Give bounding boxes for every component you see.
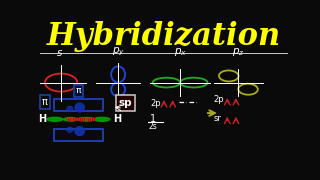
Ellipse shape: [67, 106, 73, 112]
Text: H: H: [38, 114, 46, 124]
Ellipse shape: [76, 118, 86, 121]
Ellipse shape: [86, 118, 96, 121]
Text: Hybridization: Hybridization: [47, 21, 281, 52]
Ellipse shape: [67, 127, 73, 132]
Text: sp: sp: [119, 98, 132, 108]
Text: s: s: [57, 48, 62, 58]
Text: π: π: [76, 86, 81, 95]
Text: π: π: [42, 97, 48, 107]
Ellipse shape: [75, 103, 84, 112]
Ellipse shape: [64, 117, 77, 121]
Text: $p_x$: $p_x$: [174, 46, 187, 58]
Text: 1: 1: [150, 114, 156, 124]
Text: 2p: 2p: [150, 99, 161, 108]
Ellipse shape: [94, 117, 110, 121]
Text: 2p: 2p: [214, 95, 224, 104]
Ellipse shape: [67, 118, 76, 121]
Ellipse shape: [75, 127, 84, 136]
Text: 2s: 2s: [148, 122, 157, 131]
Ellipse shape: [80, 117, 93, 121]
Text: H: H: [113, 114, 121, 124]
Text: $p_z$: $p_z$: [232, 46, 245, 58]
Text: $p_y$: $p_y$: [112, 45, 124, 58]
Text: sr: sr: [214, 114, 221, 123]
Ellipse shape: [47, 117, 63, 121]
